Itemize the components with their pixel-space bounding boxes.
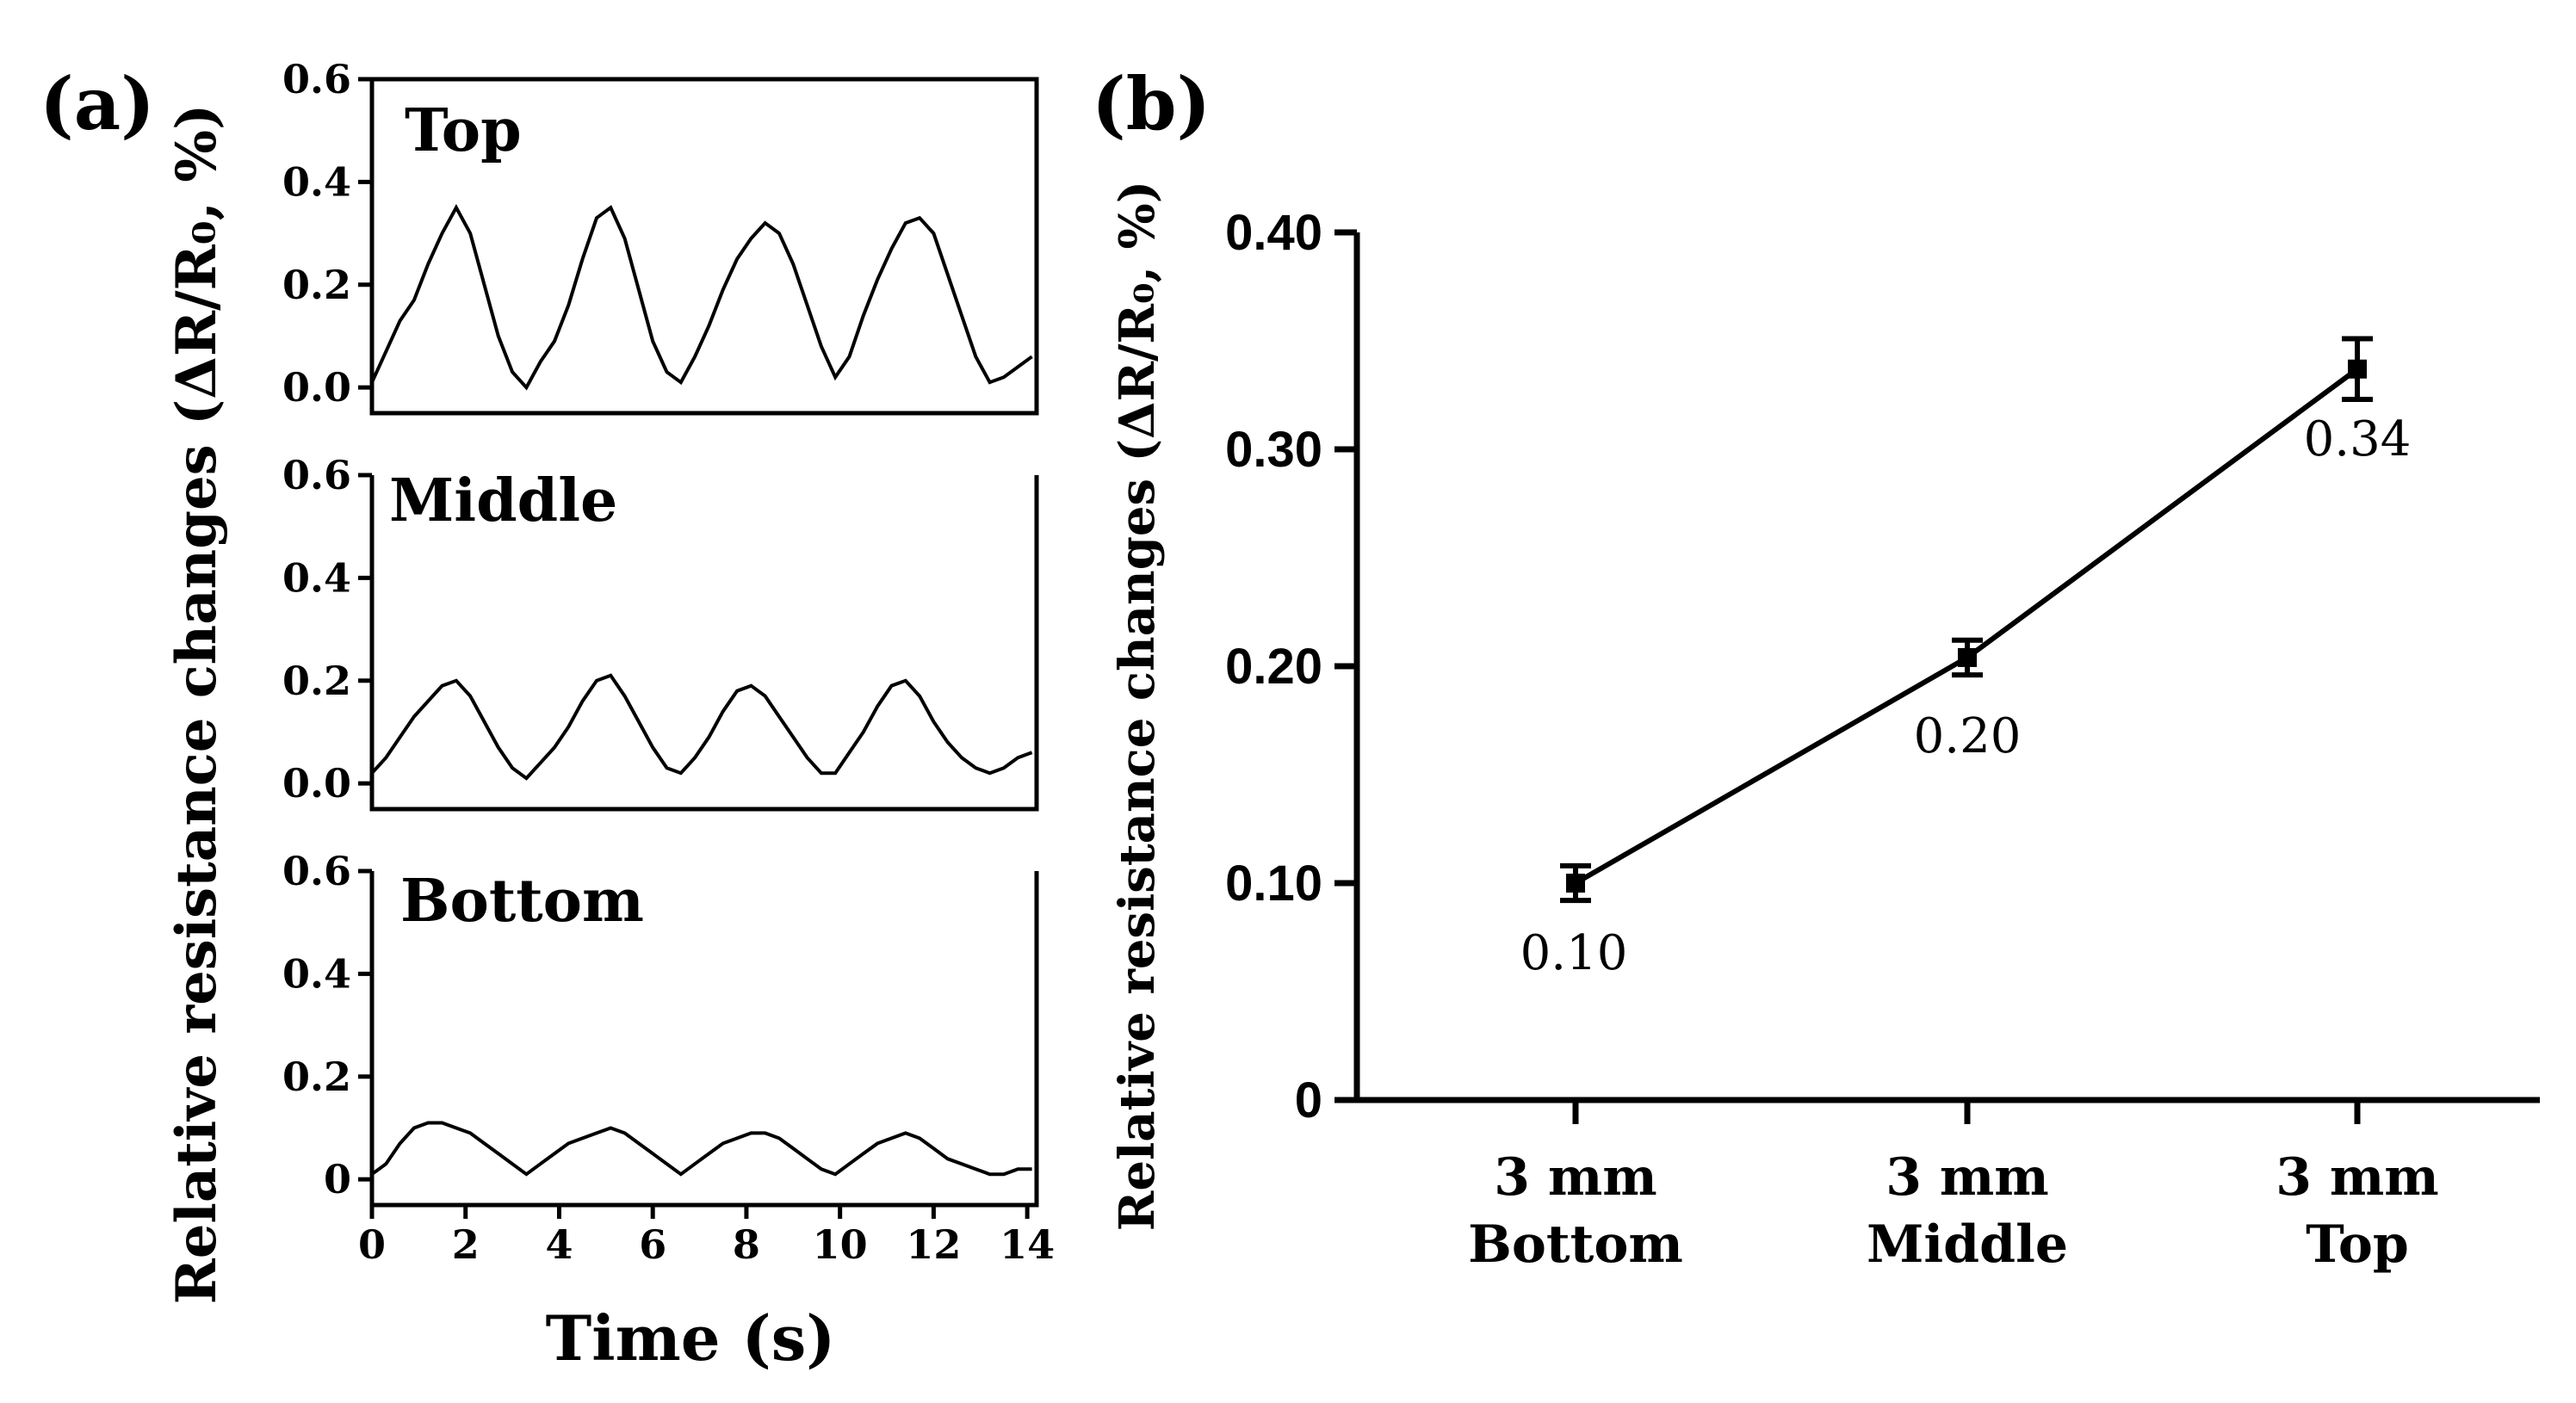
panel-a-bottom-title: Bottom [400,867,644,936]
xtick-label: 8 [733,1221,760,1268]
xtick-label: 4 [545,1221,573,1268]
ytick-label: 0 [324,1156,351,1202]
panel-a-bottom-xticks: 0 2 4 6 8 10 12 14 [358,1205,1055,1268]
data-label: 0.34 [2304,411,2412,467]
panel-a-top-frame [369,77,1039,416]
xtick-label: Bottom [1468,1214,1683,1275]
ytick-label: 0.6 [282,56,351,102]
ytick-label: 0.2 [282,1054,351,1100]
ytick-label: 0.4 [282,158,351,205]
ytick-label: 0.4 [282,950,351,997]
panel-b-ylabel: Relative resistance changes (ΔR/R₀, %) [1109,181,1166,1231]
ytick-label: 0.20 [1225,639,1322,695]
panel-a-middle-yticks: 0.0 0.2 0.4 0.6 [282,452,372,807]
xtick-label: 3 mm [1494,1147,1657,1208]
ytick-label: 0.4 [282,554,351,601]
xtick-label: 3 mm [1886,1147,2049,1208]
xtick-label: Middle [1867,1214,2068,1275]
panel-a-top-yticks: 0.0 0.2 0.4 0.6 [282,56,372,411]
panel-a-label: (a) [40,61,155,146]
panel-a-top-series-line [370,204,1033,391]
xtick-label: Top [2306,1214,2409,1275]
panel-a-top-plot: Top 0.0 0.2 0.4 0.6 [282,56,1039,416]
ytick-label: 0.0 [282,364,351,411]
ytick-label: 0.0 [282,760,351,807]
ytick-label: 0.40 [1225,205,1322,261]
panel-a-ylabel: Relative resistance changes (ΔR/R₀, %) [164,104,229,1305]
ytick-label: 0 [1295,1072,1322,1128]
panel-a-top-title: Top [405,96,522,165]
ytick-label: 0.6 [282,848,351,894]
ytick-label: 0.30 [1225,422,1322,478]
xtick-label: 2 [452,1221,480,1268]
panel-a-bottom-frame [369,871,1039,1208]
xtick-label: 6 [639,1221,666,1268]
panel-a-middle-title: Middle [389,467,617,535]
panel-a-middle-series-line [370,673,1033,781]
xtick-label: 0 [358,1221,386,1268]
data-point [1566,874,1585,893]
xtick-label: 10 [813,1221,868,1268]
ytick-label: 0.6 [282,452,351,498]
data-point [2348,359,2367,379]
xtick-label: 3 mm [2276,1147,2439,1208]
panel-b-series-line [1574,367,2359,886]
xtick-label: 14 [1000,1221,1055,1268]
ytick-label: 0.10 [1225,856,1322,912]
panel-a-bottom-plot: Bottom 0 0.2 0.4 0.6 0 2 4 6 8 10 12 14 [282,848,1055,1268]
panel-a-middle-frame [369,475,1039,812]
data-point [1958,647,1977,667]
xtick-label: 12 [906,1221,961,1268]
panel-a-bottom-series-line [370,1121,1032,1177]
ytick-label: 0.2 [282,262,351,308]
panel-a-middle-plot: Middle 0.0 0.2 0.4 0.6 [282,452,1039,812]
panel-a-bottom-yticks: 0 0.2 0.4 0.6 [282,848,372,1202]
ytick-label: 0.2 [282,658,351,704]
panel-b-points [1560,336,2373,904]
panel-a-xlabel: Time (s) [546,1301,836,1375]
data-label: 0.10 [1520,925,1628,981]
panel-b-data-labels: 0.10 0.20 0.34 [1520,411,2412,981]
panel-b-label: (b) [1092,61,1211,146]
panel-b-yticks: 0 0.10 0.20 0.30 0.40 [1225,205,1357,1128]
data-label: 0.20 [1914,708,2022,764]
